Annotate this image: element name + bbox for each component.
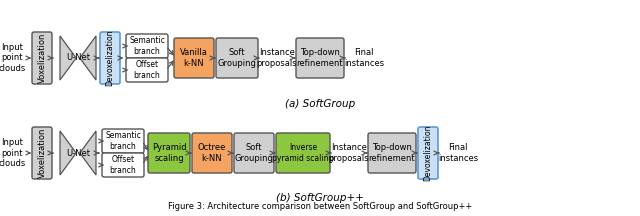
FancyBboxPatch shape	[32, 127, 52, 179]
Polygon shape	[60, 131, 76, 175]
Text: Voxelization: Voxelization	[38, 33, 47, 83]
FancyBboxPatch shape	[216, 38, 258, 78]
Text: Devoxelization: Devoxelization	[424, 125, 433, 181]
FancyBboxPatch shape	[126, 34, 168, 58]
FancyBboxPatch shape	[32, 32, 52, 84]
FancyBboxPatch shape	[102, 153, 144, 177]
FancyBboxPatch shape	[368, 133, 416, 173]
Polygon shape	[80, 36, 96, 80]
Text: Voxelization: Voxelization	[38, 128, 47, 178]
FancyBboxPatch shape	[148, 133, 190, 173]
FancyBboxPatch shape	[418, 127, 438, 179]
Text: U-Net: U-Net	[66, 54, 90, 62]
Text: Inverse
pyramid scaling: Inverse pyramid scaling	[272, 143, 333, 163]
FancyBboxPatch shape	[192, 133, 232, 173]
FancyBboxPatch shape	[276, 133, 330, 173]
Polygon shape	[80, 131, 96, 175]
Text: Soft
Grouping: Soft Grouping	[218, 48, 257, 68]
Polygon shape	[60, 36, 76, 80]
Text: Offset
branch: Offset branch	[109, 155, 136, 175]
Text: Top-down
refinement: Top-down refinement	[369, 143, 415, 163]
Text: Instance
proposals: Instance proposals	[329, 143, 369, 163]
FancyBboxPatch shape	[296, 38, 344, 78]
Text: Semantic
branch: Semantic branch	[105, 131, 141, 151]
Text: Figure 3: Architecture comparison between SoftGroup and SoftGroup++: Figure 3: Architecture comparison betwee…	[168, 202, 472, 211]
Text: Final
instances: Final instances	[438, 143, 478, 163]
Text: Input
point
clouds: Input point clouds	[0, 138, 26, 168]
FancyBboxPatch shape	[102, 129, 144, 153]
Text: Offset
branch: Offset branch	[134, 60, 161, 80]
Text: Instance
proposals: Instance proposals	[257, 48, 298, 68]
Text: (b) SoftGroup++: (b) SoftGroup++	[276, 193, 364, 203]
Text: Semantic
branch: Semantic branch	[129, 36, 165, 56]
Text: Devoxelization: Devoxelization	[106, 30, 115, 86]
Text: Top-down
refinement: Top-down refinement	[297, 48, 343, 68]
Text: Pyramid
scaling: Pyramid scaling	[152, 143, 186, 163]
Text: U-Net: U-Net	[66, 149, 90, 157]
Text: (a) SoftGroup: (a) SoftGroup	[285, 99, 355, 109]
Text: Final
instances: Final instances	[344, 48, 384, 68]
FancyBboxPatch shape	[174, 38, 214, 78]
FancyBboxPatch shape	[100, 32, 120, 84]
Text: Octree
k-NN: Octree k-NN	[198, 143, 226, 163]
FancyBboxPatch shape	[126, 58, 168, 82]
FancyBboxPatch shape	[234, 133, 274, 173]
Text: Input
point
clouds: Input point clouds	[0, 43, 26, 73]
Text: Vanilla
k-NN: Vanilla k-NN	[180, 48, 208, 68]
Text: Soft
Grouping: Soft Grouping	[235, 143, 273, 163]
